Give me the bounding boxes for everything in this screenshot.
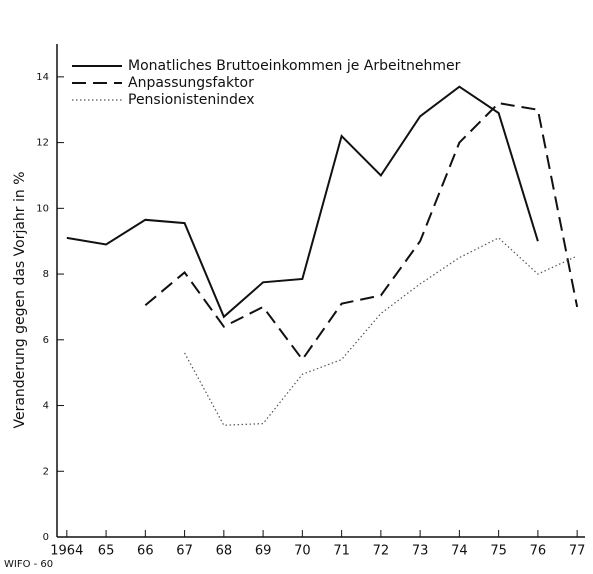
- y-tick-label: 8: [43, 269, 49, 280]
- x-tick-label: 70: [294, 544, 311, 559]
- y-tick-label: 12: [36, 138, 49, 149]
- x-tick-label: 68: [216, 544, 233, 559]
- y-axis-label: Veranderung gegen das Vorjahr in %: [12, 171, 28, 428]
- y-tick-label: 10: [36, 203, 49, 214]
- y-tick-label: 4: [43, 401, 49, 412]
- x-tick-label: 73: [412, 544, 429, 559]
- source-note: WIFO - 60: [4, 559, 53, 570]
- x-tick-label: 72: [373, 544, 390, 559]
- y-tick-label: 6: [43, 335, 49, 346]
- x-tick-label: 75: [490, 544, 507, 559]
- y-tick-label: 0: [43, 532, 49, 543]
- y-tick-label: 2: [43, 466, 49, 477]
- x-tick-label: 66: [137, 544, 154, 559]
- data-line: [144, 102, 579, 362]
- x-tick-label: 67: [176, 544, 193, 559]
- x-tick-label: 1964: [50, 544, 83, 559]
- x-tick-label: 71: [333, 544, 350, 559]
- legend-label: Anpassungsfaktor: [128, 75, 254, 91]
- legend-label: Monatliches Bruttoeinkommen je Arbeitneh…: [128, 58, 461, 74]
- x-tick-label: 76: [530, 544, 547, 559]
- data-line: [66, 85, 539, 319]
- y-tick-label: 14: [36, 72, 49, 83]
- legend-label: Pensionistenindex: [128, 92, 255, 108]
- x-tick-label: 74: [451, 544, 468, 559]
- x-tick-label: 77: [569, 544, 586, 559]
- x-tick-label: 65: [98, 544, 115, 559]
- data-line: [184, 237, 578, 426]
- x-tick-label: 69: [255, 544, 272, 559]
